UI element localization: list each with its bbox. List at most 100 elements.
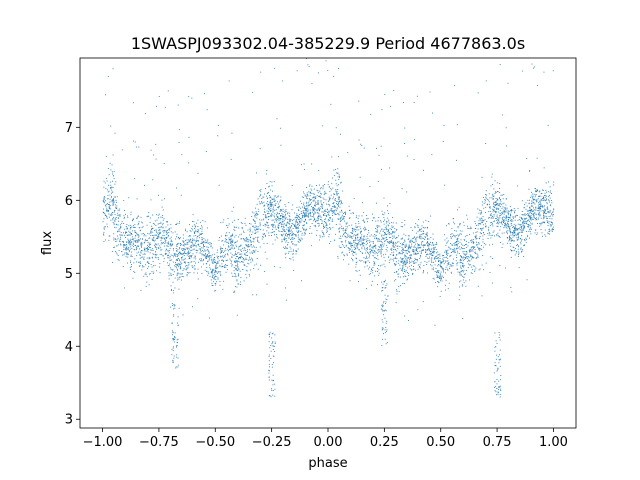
data-point [540, 200, 542, 201]
data-point [103, 201, 105, 203]
data-point [326, 208, 328, 210]
data-point [195, 262, 196, 264]
data-point [291, 209, 293, 211]
data-point [464, 254, 466, 256]
data-point [411, 264, 412, 266]
data-point [221, 263, 223, 265]
data-point [222, 260, 224, 262]
data-point [386, 244, 388, 246]
data-point [372, 213, 373, 215]
data-point [509, 243, 511, 244]
data-point [265, 216, 267, 218]
data-point [282, 211, 284, 212]
data-point [338, 230, 340, 232]
data-point [395, 243, 397, 244]
data-point [187, 247, 189, 249]
data-point [456, 238, 458, 240]
data-point [215, 265, 217, 266]
data-point [227, 259, 229, 261]
data-point [416, 253, 418, 255]
data-point [282, 215, 283, 217]
data-point [144, 240, 146, 242]
data-point [358, 281, 359, 283]
data-point [153, 265, 154, 267]
data-point [343, 220, 345, 222]
data-point [111, 164, 113, 166]
data-point [217, 266, 219, 268]
data-point [197, 172, 199, 174]
data-point [553, 208, 555, 210]
data-point [441, 267, 443, 269]
data-point [480, 223, 482, 225]
data-point [189, 224, 190, 226]
data-point [349, 217, 350, 219]
data-point [167, 243, 169, 244]
data-point [331, 206, 333, 207]
data-point [401, 222, 403, 223]
data-point [345, 245, 347, 247]
data-point [321, 205, 323, 207]
data-point [156, 270, 158, 272]
data-point [230, 247, 232, 249]
data-point [338, 205, 339, 207]
data-point [194, 231, 195, 233]
data-point [343, 245, 345, 247]
data-point [354, 247, 356, 249]
data-point [465, 251, 467, 253]
data-point [321, 203, 323, 205]
data-point [552, 226, 554, 228]
data-point [417, 227, 419, 228]
data-point [242, 258, 244, 260]
data-point [297, 236, 299, 238]
data-point [336, 208, 338, 210]
data-point [510, 223, 512, 225]
data-point [484, 201, 486, 203]
data-point [481, 221, 482, 223]
data-point [206, 266, 208, 268]
data-point [515, 252, 517, 254]
data-point [380, 253, 382, 255]
data-point [445, 266, 447, 268]
data-point [364, 258, 366, 260]
data-point [232, 275, 233, 277]
data-point [389, 203, 391, 204]
data-point [321, 222, 323, 224]
data-point [420, 247, 422, 249]
data-point [143, 275, 145, 277]
data-point [297, 221, 298, 223]
data-point [389, 222, 390, 224]
data-point [423, 227, 425, 229]
data-point [124, 210, 125, 211]
data-point [179, 253, 181, 255]
data-point [257, 231, 259, 233]
data-point [548, 199, 550, 201]
data-point [160, 238, 162, 240]
data-point [352, 213, 354, 214]
data-point [497, 191, 499, 193]
data-point [211, 260, 213, 262]
data-point [223, 280, 225, 282]
data-point [197, 298, 199, 300]
data-point [149, 237, 151, 239]
data-point [283, 246, 284, 248]
data-point [168, 252, 170, 254]
data-point [193, 235, 195, 237]
data-point [283, 239, 285, 241]
data-point [328, 234, 330, 235]
data-point [195, 229, 197, 231]
data-point [445, 252, 447, 254]
data-point [515, 225, 517, 227]
data-point [510, 234, 512, 236]
data-point [216, 273, 218, 275]
data-point [483, 269, 485, 271]
data-point [235, 276, 237, 278]
data-point [399, 251, 401, 253]
data-point [341, 210, 343, 212]
data-point [125, 232, 126, 234]
data-point [222, 252, 224, 253]
data-point [496, 222, 498, 224]
data-point [176, 251, 178, 252]
data-point [391, 247, 393, 249]
data-point [501, 211, 503, 213]
data-point [521, 226, 523, 227]
